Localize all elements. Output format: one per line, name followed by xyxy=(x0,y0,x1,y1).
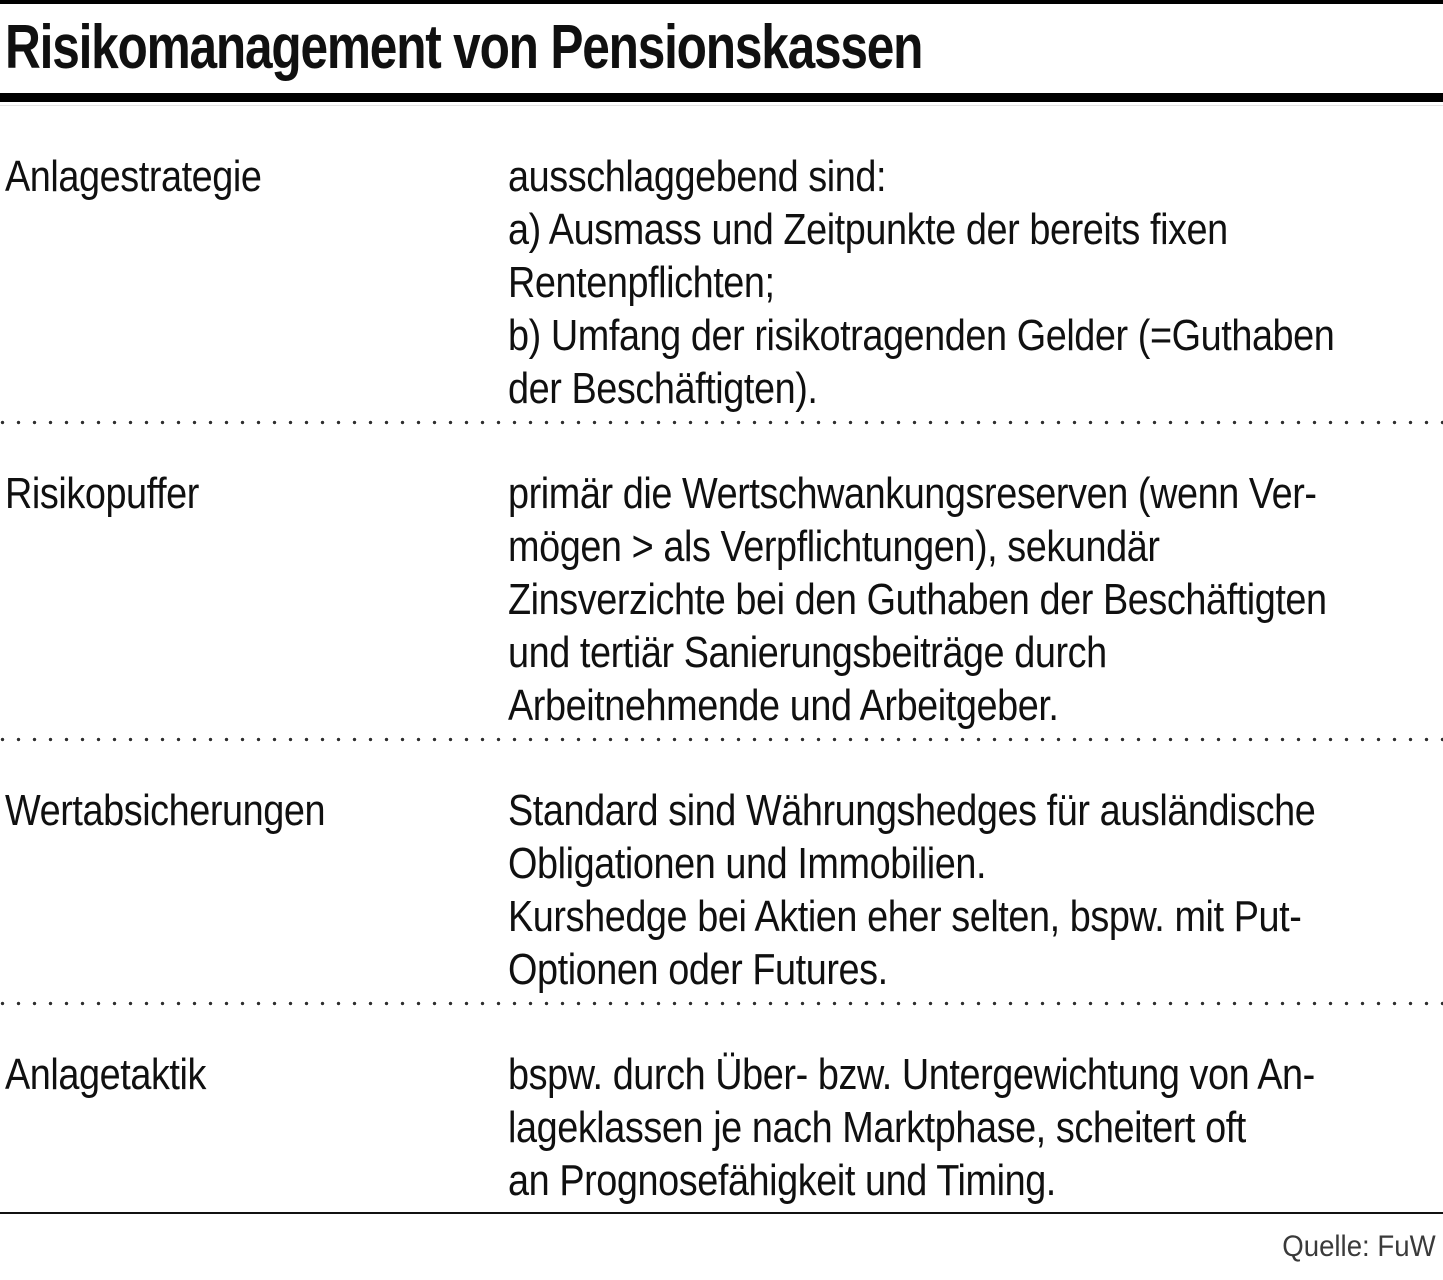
content-line: Zinsverzichte bei den Guthaben der Besch… xyxy=(508,575,1327,624)
content-line: lageklassen je nach Marktphase, scheiter… xyxy=(508,1103,1246,1152)
content-line: bspw. durch Über- bzw. Untergewichtung v… xyxy=(508,1050,1315,1099)
row-content: Standard sind Währungshedges für ausländ… xyxy=(508,784,1443,996)
dotted-separator xyxy=(0,1001,1443,1006)
dotted-separator xyxy=(0,737,1443,742)
term-label: Anlagetaktik xyxy=(5,1050,206,1099)
page-title: Risikomanagement von Pensionskassen xyxy=(5,13,923,82)
table-row-wertabsicherungen: Wertabsicherungen Standard sind Währungs… xyxy=(0,742,1443,1001)
term-label: Risikopuffer xyxy=(5,469,199,518)
content-line: ausschlaggebend sind: xyxy=(508,152,887,201)
content-line: Standard sind Währungshedges für ausländ… xyxy=(508,786,1316,835)
table-row-risikopuffer: Risikopuffer primär die Wertschwankungsr… xyxy=(0,425,1443,737)
content-line: Rentenpflichten; xyxy=(508,258,775,307)
content-line: Optionen oder Futures. xyxy=(508,945,888,994)
content-line: an Prognosefähigkeit und Timing. xyxy=(508,1156,1056,1205)
content-line: Arbeitnehmende und Arbeitgeber. xyxy=(508,681,1059,730)
title-rule xyxy=(0,93,1443,102)
row-term: Anlagestrategie xyxy=(0,150,508,415)
table-row-anlagetaktik: Anlagetaktik bspw. durch Über- bzw. Unte… xyxy=(0,1006,1443,1207)
content-line: der Beschäftigten). xyxy=(508,364,818,413)
row-content: ausschlaggebend sind: a) Ausmass und Zei… xyxy=(508,150,1443,415)
term-label: Wertabsicherungen xyxy=(5,786,326,835)
row-content: bspw. durch Über- bzw. Untergewichtung v… xyxy=(508,1048,1443,1207)
bottom-rule xyxy=(0,1212,1443,1214)
row-term: Wertabsicherungen xyxy=(0,784,508,996)
content-line: mögen > als Verpflichtungen), sekundär xyxy=(508,522,1160,571)
risk-management-table: Anlagestrategie ausschlaggebend sind: a)… xyxy=(0,106,1443,1207)
source-credit: Quelle: FuW xyxy=(1282,1230,1436,1263)
content-line: und tertiär Sanierungsbeiträge durch xyxy=(508,628,1107,677)
row-content: primär die Wertschwankungsreserven (wenn… xyxy=(508,467,1443,732)
term-label: Anlagestrategie xyxy=(5,152,262,201)
title-rule-shadow xyxy=(0,105,1443,106)
dotted-separator xyxy=(0,420,1443,425)
content-line: a) Ausmass und Zeitpunkte der bereits fi… xyxy=(508,205,1228,254)
content-line: primär die Wertschwankungsreserven (wenn… xyxy=(508,469,1317,518)
content-line: Obligationen und Immobilien. xyxy=(508,839,987,888)
table-row-anlagestrategie: Anlagestrategie ausschlaggebend sind: a)… xyxy=(0,106,1443,420)
row-term: Anlagetaktik xyxy=(0,1048,508,1207)
top-border-bar xyxy=(0,0,1443,4)
row-term: Risikopuffer xyxy=(0,467,508,732)
content-line: Kurshedge bei Aktien eher selten, bspw. … xyxy=(508,892,1302,941)
content-line: b) Umfang der risikotragenden Gelder (=G… xyxy=(508,311,1335,360)
